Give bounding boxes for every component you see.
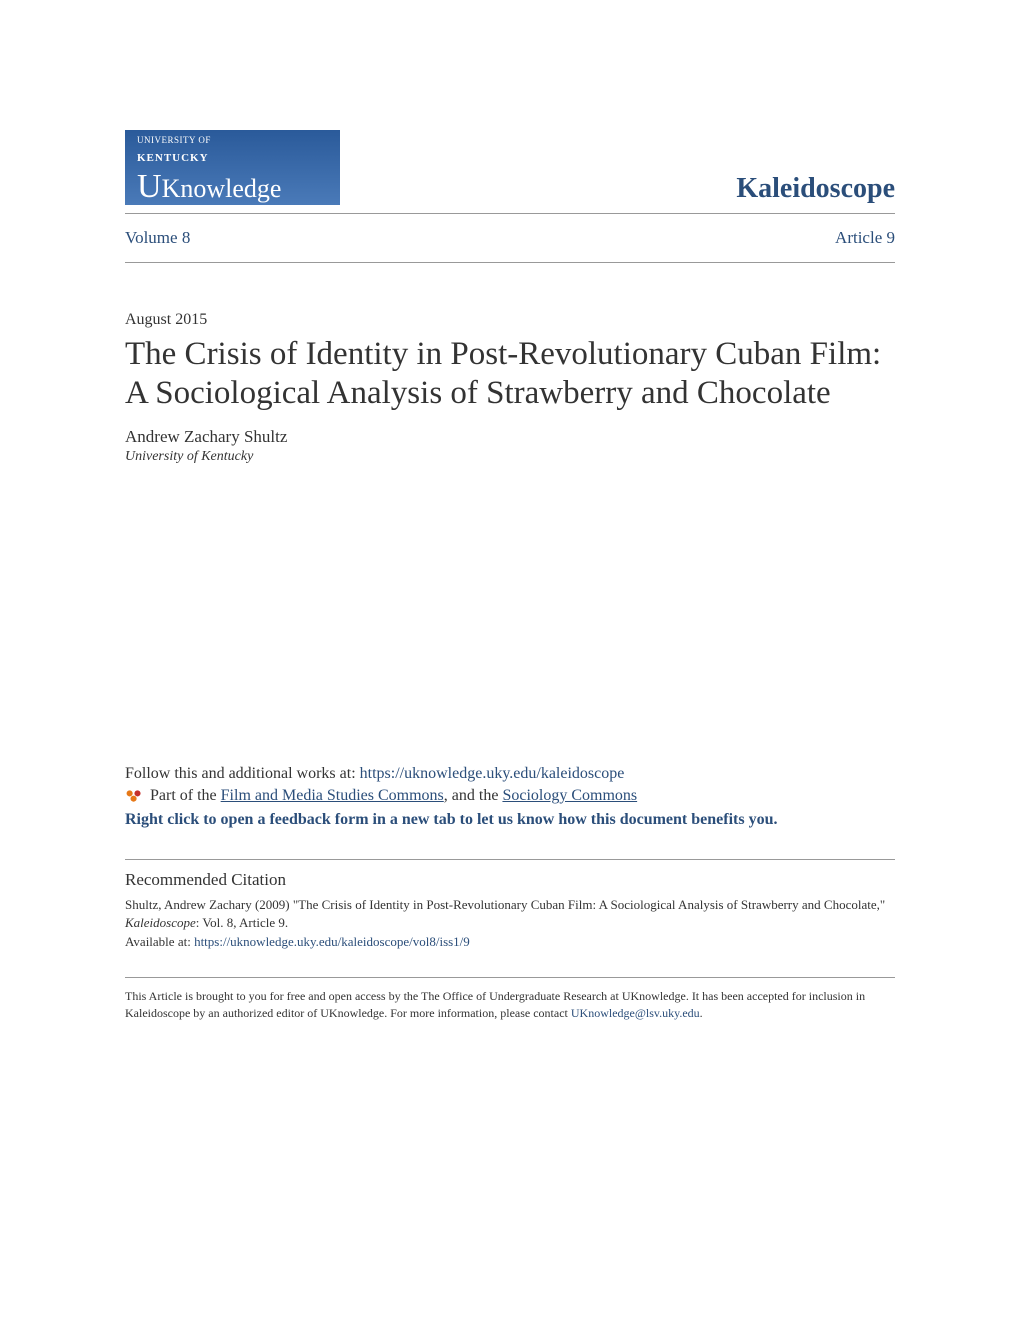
article-link[interactable]: Article 9 — [835, 228, 895, 248]
citation-journal-italic: Kaleidoscope — [125, 915, 196, 930]
commons-link-film[interactable]: Film and Media Studies Commons — [221, 787, 444, 804]
commons-prefix: Part of the — [150, 787, 221, 804]
author-affiliation: University of Kentucky — [125, 449, 895, 465]
follow-url-link[interactable]: https://uknowledge.uky.edu/kaleidoscope — [360, 765, 625, 782]
footer-divider — [125, 977, 895, 978]
logo-top-text1: UNIVERSITY OF — [137, 135, 211, 145]
logo-top-text2: KENTUCKY — [137, 152, 209, 164]
citation-text-a: Shultz, Andrew Zachary (2009) "The Crisi… — [125, 897, 885, 912]
uknowledge-logo[interactable]: UNIVERSITY OF KENTUCKY UKnowledge — [125, 130, 340, 205]
citation-available-prefix: Available at: — [125, 934, 194, 949]
article-title: The Crisis of Identity in Post-Revolutio… — [125, 335, 895, 413]
citation-text-c: : Vol. 8, Article 9. — [196, 915, 288, 930]
follow-works-line: Follow this and additional works at: htt… — [125, 765, 895, 783]
commons-link-sociology[interactable]: Sociology Commons — [502, 787, 637, 804]
header-divider-bottom — [125, 262, 895, 263]
logo-university-line: UNIVERSITY OF KENTUCKY — [137, 130, 328, 166]
footer-text: This Article is brought to you for free … — [125, 988, 895, 1022]
citation-url-link[interactable]: https://uknowledge.uky.edu/kaleidoscope/… — [194, 934, 470, 949]
commons-network-icon — [125, 789, 143, 803]
author-name: Andrew Zachary Shultz — [125, 427, 895, 447]
journal-title-link[interactable]: Kaleidoscope — [736, 173, 895, 205]
feedback-link[interactable]: Right click to open a feedback form in a… — [125, 809, 895, 831]
header-divider-top — [125, 213, 895, 214]
publication-date: August 2015 — [125, 311, 895, 329]
header-section: UNIVERSITY OF KENTUCKY UKnowledge Kaleid… — [125, 130, 895, 205]
commons-row: Part of the Film and Media Studies Commo… — [125, 787, 895, 805]
volume-link[interactable]: Volume 8 — [125, 228, 190, 248]
volume-article-row: Volume 8 Article 9 — [125, 220, 895, 256]
logo-main-text: UKnowledge — [137, 168, 328, 206]
footer-text-a: This Article is brought to you for free … — [125, 989, 865, 1020]
commons-mid: , and the — [444, 787, 503, 804]
footer-text-b: . — [700, 1006, 703, 1020]
follow-prefix: Follow this and additional works at: — [125, 765, 360, 782]
citation-body: Shultz, Andrew Zachary (2009) "The Crisi… — [125, 896, 895, 951]
spacer — [125, 465, 895, 765]
citation-heading: Recommended Citation — [125, 870, 895, 890]
footer-email-link[interactable]: UKnowledge@lsv.uky.edu — [571, 1006, 700, 1020]
citation-divider — [125, 859, 895, 860]
